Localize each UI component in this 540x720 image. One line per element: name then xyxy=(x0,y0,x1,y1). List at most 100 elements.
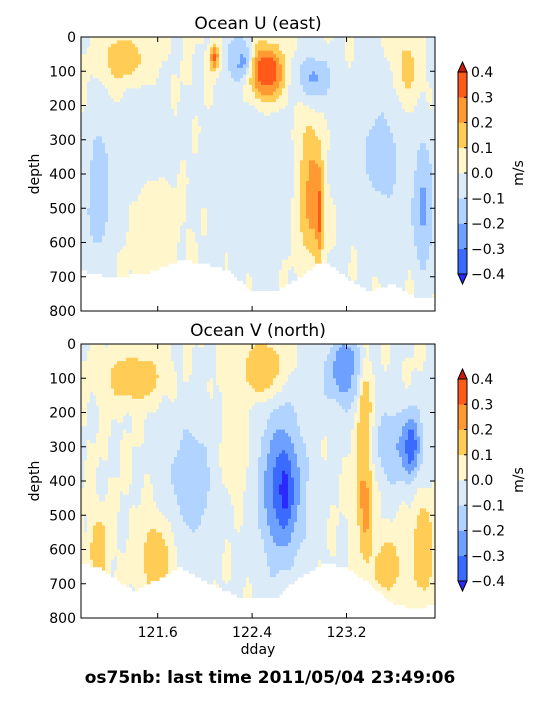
field-cell xyxy=(174,132,178,137)
field-cell xyxy=(210,156,214,161)
field-cell xyxy=(141,115,145,120)
field-cell xyxy=(291,129,295,134)
field-cell xyxy=(102,197,106,202)
field-cell xyxy=(171,136,175,141)
field-cell xyxy=(159,67,163,72)
field-cell xyxy=(225,74,229,79)
field-cell xyxy=(264,184,268,189)
field-cell xyxy=(219,211,223,216)
field-cell xyxy=(228,249,232,254)
field-cell xyxy=(207,67,211,72)
field-cell xyxy=(159,112,163,117)
field-cell xyxy=(192,60,196,65)
field-cell xyxy=(186,143,190,148)
field-cell xyxy=(141,204,145,209)
field-cell xyxy=(249,245,253,250)
field-cell xyxy=(252,215,256,220)
field-cell xyxy=(282,108,286,113)
field-cell xyxy=(234,129,238,134)
field-cell xyxy=(276,160,280,165)
field-cell xyxy=(153,98,157,103)
field-cell xyxy=(225,256,229,261)
field-cell xyxy=(105,50,109,55)
field-cell xyxy=(264,126,268,131)
field-cell xyxy=(237,197,241,202)
field-cell xyxy=(156,232,160,237)
field-cell xyxy=(279,122,283,127)
field-cell xyxy=(129,218,133,223)
field-cell xyxy=(291,95,295,100)
field-cell xyxy=(270,174,274,179)
field-cell xyxy=(177,174,181,179)
field-cell xyxy=(252,54,256,59)
field-cell xyxy=(231,143,235,148)
field-cell xyxy=(252,273,256,278)
field-cell xyxy=(189,239,193,244)
field-cell xyxy=(243,88,247,93)
field-cell xyxy=(111,204,115,209)
field-cell xyxy=(246,47,250,52)
field-cell xyxy=(249,71,253,76)
field-cell xyxy=(285,239,289,244)
field-cell xyxy=(204,170,208,175)
field-cell xyxy=(126,211,130,216)
field-cell xyxy=(102,167,106,172)
field-cell xyxy=(123,108,127,113)
field-cell xyxy=(81,150,85,155)
field-cell xyxy=(216,102,220,107)
field-cell xyxy=(282,235,286,240)
field-cell xyxy=(177,71,181,76)
field-cell xyxy=(147,252,151,257)
field-cell xyxy=(171,242,175,247)
field-cell xyxy=(81,91,85,96)
field-cell xyxy=(279,105,283,110)
field-cell xyxy=(222,91,226,96)
field-cell xyxy=(210,37,214,42)
field-cell xyxy=(177,184,181,189)
field-cell xyxy=(237,187,241,192)
field-cell xyxy=(222,160,226,165)
field-cell xyxy=(168,160,172,165)
field-cell xyxy=(264,211,268,216)
field-cell xyxy=(183,98,187,103)
field-cell xyxy=(171,60,175,65)
field-cell xyxy=(144,167,148,172)
field-cell xyxy=(246,170,250,175)
field-cell xyxy=(141,126,145,131)
field-cell xyxy=(288,174,292,179)
field-cell xyxy=(147,232,151,237)
field-cell xyxy=(273,174,277,179)
field-cell xyxy=(267,184,271,189)
field-cell xyxy=(93,115,97,120)
field-cell xyxy=(156,143,160,148)
field-cell xyxy=(108,91,112,96)
field-cell xyxy=(126,259,130,264)
field-cell xyxy=(231,126,235,131)
field-cell xyxy=(144,50,148,55)
field-cell xyxy=(234,191,238,196)
field-cell xyxy=(204,136,208,141)
field-cell xyxy=(126,239,130,244)
field-cell xyxy=(294,71,298,76)
field-cell xyxy=(285,184,289,189)
field-cell xyxy=(291,239,295,244)
field-cell xyxy=(81,249,85,254)
field-cell xyxy=(183,242,187,247)
field-cell xyxy=(246,211,250,216)
field-cell xyxy=(102,177,106,182)
field-cell xyxy=(120,54,124,59)
field-cell xyxy=(198,180,202,185)
field-cell xyxy=(288,194,292,199)
field-cell xyxy=(258,276,262,281)
field-cell xyxy=(120,208,124,213)
field-cell xyxy=(258,249,262,254)
field-cell xyxy=(216,88,220,93)
field-cell xyxy=(156,112,160,117)
field-cell xyxy=(270,187,274,192)
field-cell xyxy=(240,122,244,127)
field-cell xyxy=(87,235,91,240)
field-cell xyxy=(201,50,205,55)
field-cell xyxy=(276,276,280,281)
field-cell xyxy=(111,259,115,264)
field-cell xyxy=(267,180,271,185)
